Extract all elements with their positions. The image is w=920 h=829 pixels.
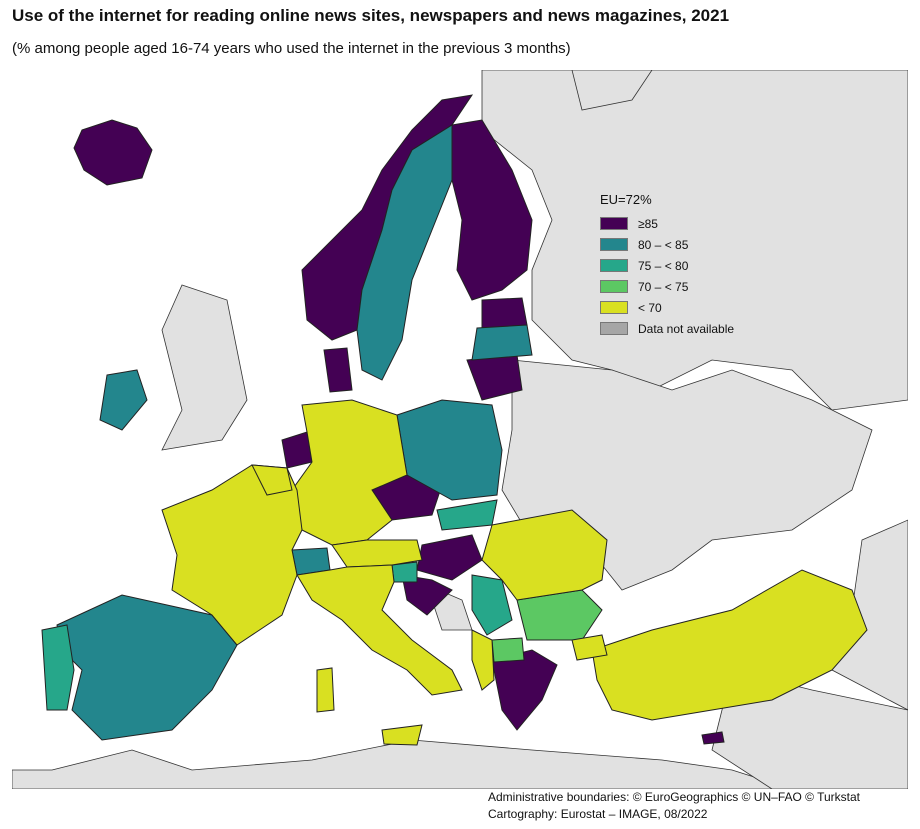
region-slovenia (391, 561, 418, 583)
legend-label: < 70 (638, 300, 662, 315)
region-portugal (41, 624, 75, 711)
region-north-macedonia (491, 637, 525, 663)
region-spain (56, 594, 238, 741)
legend-label: Data not available (638, 321, 735, 336)
legend-item: 70 – < 75 (600, 276, 734, 297)
svalbard-north (571, 70, 653, 111)
non-member-land (12, 70, 908, 789)
region-iceland (73, 119, 153, 186)
legend-label: 80 – < 85 (638, 237, 689, 252)
credits-boundaries: Administrative boundaries: © EuroGeograp… (488, 790, 861, 804)
legend-swatch (600, 259, 628, 272)
legend-item: 75 – < 80 (600, 255, 734, 276)
region-romania (481, 509, 608, 601)
map-credits: Administrative boundaries: © EuroGeograp… (488, 789, 908, 823)
credits-cartography: Cartography: Eurostat – IMAGE, 08/2022 (488, 807, 708, 821)
legend-label: 70 – < 75 (638, 279, 689, 294)
countries (41, 94, 868, 746)
region-latvia (471, 324, 533, 361)
legend-item: ≥85 (600, 213, 734, 234)
legend-swatch (600, 322, 628, 335)
choropleth-map (12, 70, 908, 789)
region-ireland (99, 369, 148, 431)
region-montenegro-albania (471, 629, 495, 691)
region-belgium-lux (251, 464, 293, 496)
legend-swatch (600, 280, 628, 293)
region-finland (451, 119, 533, 301)
region-sicily (381, 724, 423, 746)
legend-label: ≥85 (638, 216, 658, 231)
region-sweden (356, 124, 453, 381)
legend-item: < 70 (600, 297, 734, 318)
legend-label: 75 – < 80 (638, 258, 689, 273)
map-title: Use of the internet for reading online n… (12, 6, 730, 25)
region-turkey (591, 569, 868, 721)
region-cyprus (701, 731, 725, 745)
legend-swatch (600, 217, 628, 230)
region-sardinia (316, 667, 335, 713)
legend-title: EU=72% (600, 192, 652, 207)
legend-item: 80 – < 85 (600, 234, 734, 255)
map-legend: EU=72% ≥85 80 – < 85 75 – < 80 70 – < 75… (600, 192, 734, 339)
map-subtitle: (% among people aged 16-74 years who use… (12, 40, 571, 57)
region-serbia (471, 574, 513, 636)
legend-swatch (600, 301, 628, 314)
region-hungary (416, 534, 483, 581)
region-turkey-thrace (571, 634, 608, 661)
region-greece (491, 649, 558, 731)
region-croatia (401, 574, 453, 616)
region-estonia (481, 297, 528, 329)
region-italy (296, 564, 463, 696)
uk-gb (161, 284, 248, 451)
region-denmark (323, 347, 353, 393)
legend-item: Data not available (600, 318, 734, 339)
north-africa (12, 739, 793, 789)
legend-swatch (600, 238, 628, 251)
map-svg (12, 70, 908, 789)
region-poland (396, 399, 503, 501)
